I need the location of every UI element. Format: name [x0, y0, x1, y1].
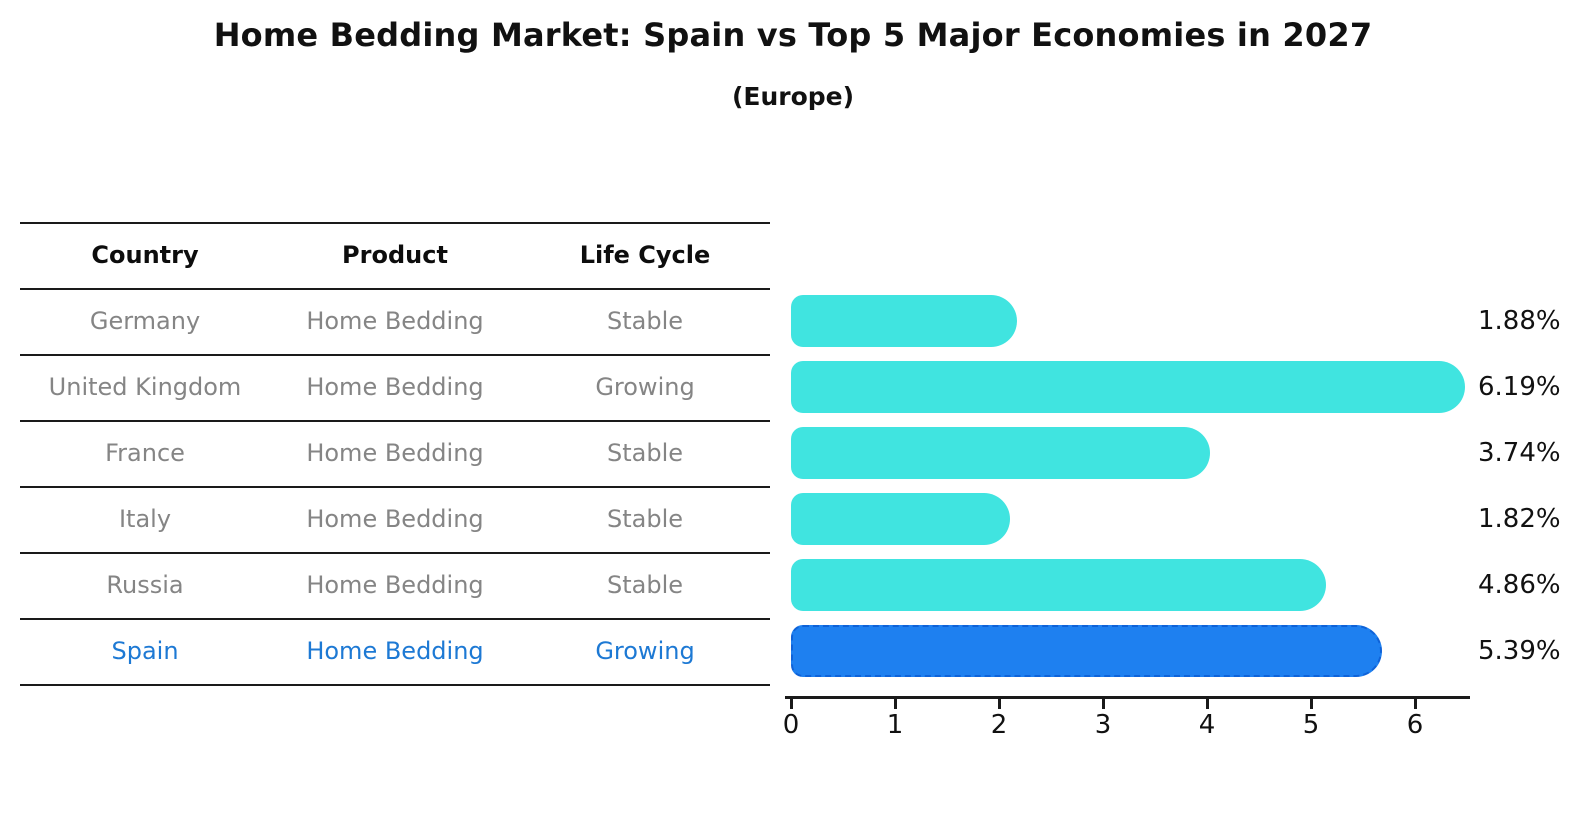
- x-tick-label: 6: [1406, 710, 1424, 740]
- table-row-united-kingdom: United Kingdom Home Bedding Growing: [20, 354, 770, 420]
- product-cell: Home Bedding: [306, 439, 484, 467]
- chart-title: Home Bedding Market: Spain vs Top 5 Majo…: [213, 16, 1373, 54]
- country-cell: Russia: [106, 571, 184, 599]
- table-row-spain: Spain Home Bedding Growing: [20, 618, 770, 684]
- life-cycle-cell: Stable: [606, 307, 684, 335]
- life-cycle-cell: Stable: [606, 571, 684, 599]
- product-cell: Home Bedding: [306, 637, 484, 665]
- country-cell: Italy: [118, 505, 172, 533]
- bar-france: [791, 427, 1210, 479]
- table-row-germany: Germany Home Bedding Stable: [20, 288, 770, 354]
- table-rule: [20, 354, 770, 356]
- bar-germany: [791, 295, 1017, 347]
- product-cell: Home Bedding: [306, 373, 484, 401]
- country-cell: France: [105, 439, 185, 467]
- value-label: 4.86%: [1478, 570, 1561, 600]
- country-cell: United Kingdom: [48, 373, 242, 401]
- x-tick-label: 0: [782, 710, 800, 740]
- table-row-italy: Italy Home Bedding Stable: [20, 486, 770, 552]
- table-rule: [20, 486, 770, 488]
- table-header-row: Country Product Life Cycle: [20, 222, 770, 288]
- x-tick-label: 5: [1302, 710, 1320, 740]
- table-row-france: France Home Bedding Stable: [20, 420, 770, 486]
- table-rule: [20, 618, 770, 620]
- x-tick-mark: [790, 699, 793, 709]
- bar-russia: [791, 559, 1327, 611]
- header-country: Country: [91, 241, 199, 269]
- value-label: 1.82%: [1478, 504, 1561, 534]
- value-label: 5.39%: [1478, 636, 1561, 666]
- product-cell: Home Bedding: [306, 505, 484, 533]
- table-row-russia: Russia Home Bedding Stable: [20, 552, 770, 618]
- header-product: Product: [342, 241, 448, 269]
- header-life-cycle: Life Cycle: [579, 241, 711, 269]
- x-tick-mark: [1310, 699, 1313, 709]
- table-rule: [20, 684, 770, 686]
- life-cycle-cell: Stable: [606, 439, 684, 467]
- x-tick-mark: [1206, 699, 1209, 709]
- x-tick-label: 2: [990, 710, 1008, 740]
- table-rule: [20, 420, 770, 422]
- chart-subtitle: (Europe): [731, 82, 855, 111]
- bar-spain-highlighted: [791, 625, 1382, 677]
- value-label: 6.19%: [1478, 372, 1561, 402]
- x-tick-mark: [1102, 699, 1105, 709]
- value-label: 1.88%: [1478, 306, 1561, 336]
- life-cycle-cell: Growing: [595, 637, 695, 665]
- bar-united-kingdom: [791, 361, 1465, 413]
- country-cell: Germany: [89, 307, 201, 335]
- x-tick-mark: [894, 699, 897, 709]
- product-cell: Home Bedding: [306, 571, 484, 599]
- value-label: 3.74%: [1478, 438, 1561, 468]
- life-cycle-cell: Stable: [606, 505, 684, 533]
- x-tick-label: 3: [1094, 710, 1112, 740]
- x-tick-label: 4: [1198, 710, 1216, 740]
- x-tick-mark: [998, 699, 1001, 709]
- x-tick-mark: [1414, 699, 1417, 709]
- x-tick-label: 1: [886, 710, 904, 740]
- bar-italy: [791, 493, 1011, 545]
- table-rule: [20, 552, 770, 554]
- country-cell: Spain: [111, 637, 179, 665]
- table-rule: [20, 288, 770, 290]
- product-cell: Home Bedding: [306, 307, 484, 335]
- x-axis-line: [785, 696, 1470, 699]
- table-rule: [20, 222, 770, 224]
- life-cycle-cell: Growing: [595, 373, 695, 401]
